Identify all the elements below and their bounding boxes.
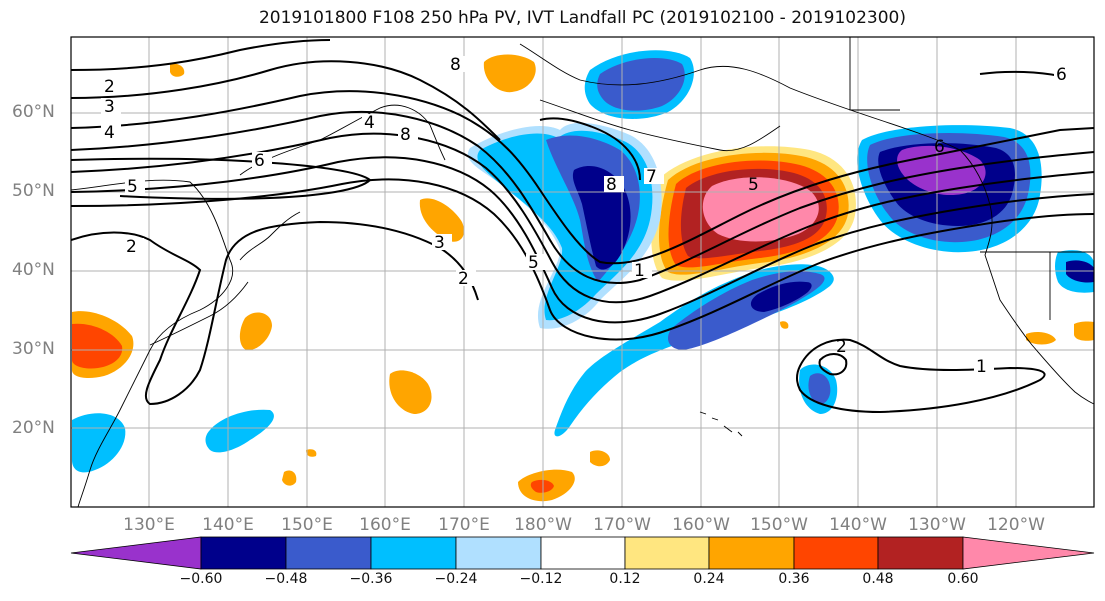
- lon-label: 150°E: [281, 515, 333, 535]
- lon-label: 150°W: [750, 515, 808, 535]
- negative-anomaly-wpac: [205, 409, 274, 453]
- contour-label: 8: [450, 55, 461, 75]
- colorbar-tick-label: 0.36: [778, 571, 810, 587]
- lon-label: 160°E: [359, 515, 411, 535]
- colorbar-extend-high: [962, 536, 1095, 570]
- positive-anomaly-sea2: [389, 370, 432, 414]
- lon-label: 140°E: [202, 515, 254, 535]
- positive-anomaly-core: [702, 177, 819, 242]
- colorbar-bin: [285, 536, 372, 570]
- contour-label: 4: [104, 123, 115, 143]
- positive-anomaly-sea1: [239, 312, 272, 351]
- lon-label: 130°E: [123, 515, 175, 535]
- aleutian-chain: [539, 99, 781, 152]
- colorbar-tick-label: −0.36: [349, 571, 393, 587]
- positive-anomaly-small1: [170, 63, 185, 77]
- colorbar-bin: [624, 536, 710, 570]
- hawaii-islands: [699, 411, 743, 437]
- colorbar-tick-label: −0.60: [179, 571, 223, 587]
- colorbar-extend-low: [70, 536, 202, 570]
- lat-label: 50°N: [12, 181, 55, 201]
- kamchatka-coast: [239, 104, 446, 176]
- japan-islands: [149, 211, 301, 346]
- colorbar-tick-label: −0.48: [264, 571, 308, 587]
- colorbar-bin: [793, 536, 879, 570]
- colorbar-bin: [455, 536, 542, 570]
- colorbar-bin: [200, 536, 287, 570]
- contour-label: 2: [104, 77, 115, 97]
- contour-label: 5: [528, 253, 539, 273]
- negative-anomaly-hawaii-blue: [808, 373, 831, 405]
- lat-label: 20°N: [12, 418, 55, 438]
- colorbar-bin: [540, 536, 626, 570]
- positive-anomaly-sea3-red: [530, 479, 554, 493]
- alaska-coast: [519, 43, 961, 151]
- contour-label: 5: [748, 175, 759, 195]
- colorbar-tick-label: 0.12: [609, 571, 641, 587]
- contour-label: 8: [400, 125, 411, 145]
- contour-label: 1: [634, 261, 645, 281]
- graticule: [71, 37, 1094, 507]
- contour-label: 5: [127, 177, 138, 197]
- na-border-lines: [849, 37, 1094, 320]
- contour-labels: 2 3 4 5 6 2 3 4 8 8 5 7 2 8 1 5 6 2 1 6: [101, 55, 1074, 377]
- negative-anomaly-bering-blue: [597, 58, 685, 111]
- colorbar-tick-label: 0.60: [947, 571, 979, 587]
- colorbar-bin: [708, 536, 795, 570]
- positive-anomaly-small2: [590, 450, 610, 467]
- positive-anomaly-small5: [780, 321, 789, 329]
- colorbar-tick-label: −0.12: [519, 571, 563, 587]
- contour-label: 3: [104, 97, 115, 117]
- lon-label: 180°W: [514, 515, 572, 535]
- colorbar: [70, 536, 1095, 570]
- map-frame: [70, 36, 1095, 508]
- positive-anomaly-small3: [282, 470, 297, 486]
- map-title: 2019101800 F108 250 hPa PV, IVT Landfall…: [258, 8, 906, 28]
- contour-label: 6: [1056, 65, 1067, 85]
- colorbar-bin: [370, 536, 457, 570]
- contour-label: 6: [254, 151, 265, 171]
- positive-anomaly-japan-sea-red: [72, 323, 123, 369]
- colorbar-tick-label: 0.24: [693, 571, 725, 587]
- lon-label: 170°W: [593, 515, 651, 535]
- asia-coast: [71, 179, 234, 507]
- contour-label: 2: [458, 269, 469, 289]
- positive-anomaly-small4: [306, 449, 317, 457]
- contour-label: 8: [606, 175, 617, 195]
- positive-anomaly-bering: [483, 54, 536, 93]
- positive-anomaly-baja: [1074, 321, 1094, 341]
- lon-label: 170°E: [438, 515, 490, 535]
- lat-label: 60°N: [12, 102, 55, 122]
- lon-label: 120°W: [987, 515, 1045, 535]
- contour-label: 2: [126, 237, 137, 257]
- contour-label: 7: [646, 167, 657, 187]
- contour-label: 4: [364, 113, 375, 133]
- lon-label: 130°W: [908, 515, 966, 535]
- colorbar-tick-label: −0.24: [434, 571, 478, 587]
- positive-anomaly-baja2: [1026, 332, 1056, 345]
- contour-label: 1: [976, 357, 987, 377]
- negative-anomaly-band-navy: [750, 281, 812, 312]
- contour-label: 2: [836, 337, 847, 357]
- lat-label: 40°N: [12, 260, 55, 280]
- coastlines: [71, 37, 1094, 507]
- pv-contours: [71, 39, 1094, 414]
- colorbar-bin: [877, 536, 964, 570]
- colorbar-tick-label: 0.48: [862, 571, 894, 587]
- contour-label: 6: [934, 137, 945, 157]
- positive-anomaly-kuril: [419, 198, 465, 242]
- lat-label: 30°N: [12, 339, 55, 359]
- contour-label: 3: [434, 233, 445, 253]
- lon-label: 160°W: [672, 515, 730, 535]
- lon-label: 140°W: [829, 515, 887, 535]
